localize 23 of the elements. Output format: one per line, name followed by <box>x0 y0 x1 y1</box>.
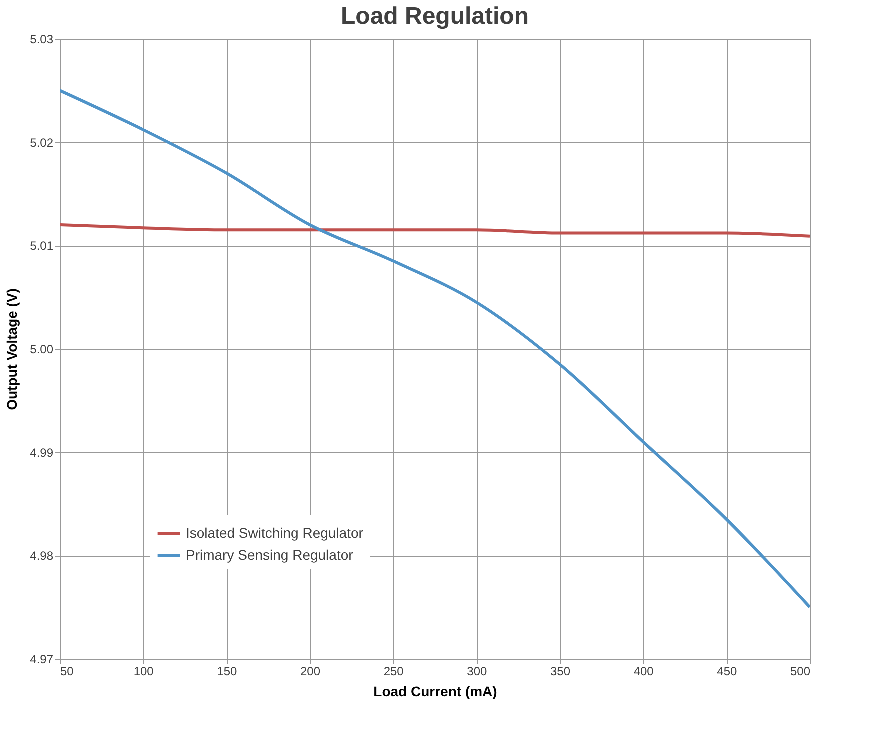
y-tick-label: 4.99 <box>30 446 54 460</box>
x-tick-label: 250 <box>384 664 404 678</box>
y-tick-label: 4.98 <box>30 549 54 564</box>
legend-label: Isolated Switching Regulator <box>186 525 364 541</box>
x-tick-label: 450 <box>717 664 738 678</box>
x-tick-label: 350 <box>550 664 571 678</box>
x-tick-label: 500 <box>790 664 811 678</box>
y-tick-label: 5.03 <box>30 32 54 46</box>
y-tick-label: 5.01 <box>30 239 54 254</box>
line-series <box>60 224 810 238</box>
x-tick-label: 400 <box>634 664 654 678</box>
legend-label: Primary Sensing Regulator <box>186 547 354 563</box>
y-axis-title: Output Voltage (V) <box>4 288 20 410</box>
y-tick-label: 5.00 <box>30 342 54 356</box>
chart-title: Load Regulation <box>341 3 529 30</box>
y-tick-label: 4.97 <box>30 652 54 666</box>
y-tick-label: 5.02 <box>30 136 54 150</box>
x-tick-label: 100 <box>134 664 154 678</box>
x-axis-title: Load Current (mA) <box>374 684 498 700</box>
x-tick-label: 50 <box>60 664 74 678</box>
x-tick-label: 200 <box>300 664 321 678</box>
x-tick-label: 300 <box>467 664 488 678</box>
x-tick-label: 150 <box>217 664 238 678</box>
